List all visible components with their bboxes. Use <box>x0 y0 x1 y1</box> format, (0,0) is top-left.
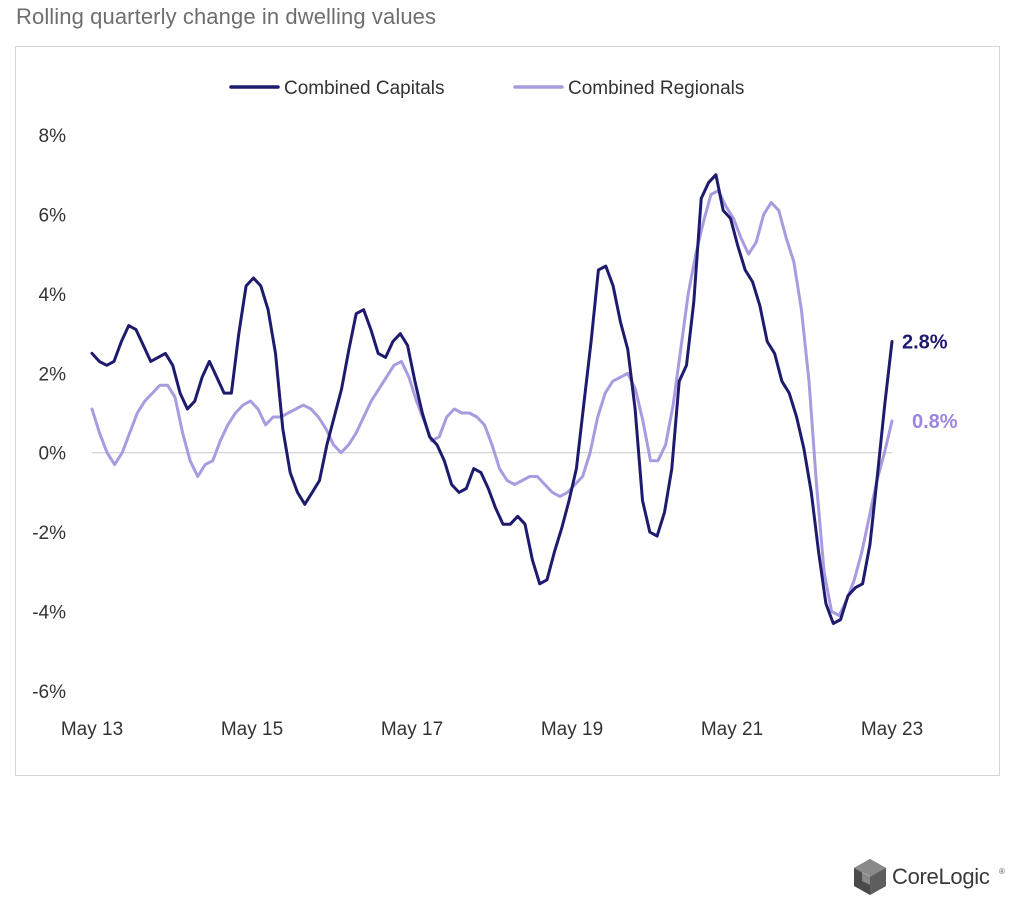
line-chart: Combined Capitals Combined Regionals 8% 6… <box>32 78 958 740</box>
brand-trademark: ® <box>999 867 1005 876</box>
y-tick-label: -6% <box>32 682 66 703</box>
y-tick-label: 2% <box>39 364 67 385</box>
legend: Combined Capitals Combined Regionals <box>229 78 744 99</box>
x-tick-label: May 13 <box>61 719 123 740</box>
x-axis-ticks: May 13 May 15 May 17 May 19 May 21 May 23 <box>61 719 923 740</box>
end-label-capitals: 2.8% <box>902 332 948 354</box>
y-tick-label: 0% <box>39 444 67 465</box>
chart-frame <box>15 46 1000 776</box>
x-tick-label: May 19 <box>541 719 603 740</box>
cube-logo-icon <box>854 859 886 895</box>
series-line-combined-capitals <box>90 173 894 625</box>
legend-label-capitals: Combined Capitals <box>284 78 445 99</box>
y-tick-label: -2% <box>32 523 66 544</box>
y-tick-label: 8% <box>39 126 67 147</box>
y-tick-label: 4% <box>39 285 67 306</box>
brand-name: CoreLogic <box>892 864 990 889</box>
corelogic-logo: CoreLogic ® <box>852 855 1012 899</box>
x-tick-label: May 21 <box>701 719 763 740</box>
series-line-combined-regionals <box>90 189 894 617</box>
x-tick-label: May 23 <box>861 719 923 740</box>
x-tick-label: May 17 <box>381 719 443 740</box>
end-labels: 2.8% 0.8% <box>902 332 958 433</box>
x-tick-label: May 15 <box>221 719 283 740</box>
end-label-regionals: 0.8% <box>912 411 958 433</box>
y-tick-label: -4% <box>32 603 66 624</box>
series-layer <box>90 173 894 625</box>
y-tick-label: 6% <box>39 205 67 226</box>
y-axis-ticks: 8% 6% 4% 2% 0% -2% -4% -6% <box>32 126 66 703</box>
chart-title: Rolling quarterly change in dwelling val… <box>16 4 437 29</box>
legend-label-regionals: Combined Regionals <box>568 78 744 99</box>
